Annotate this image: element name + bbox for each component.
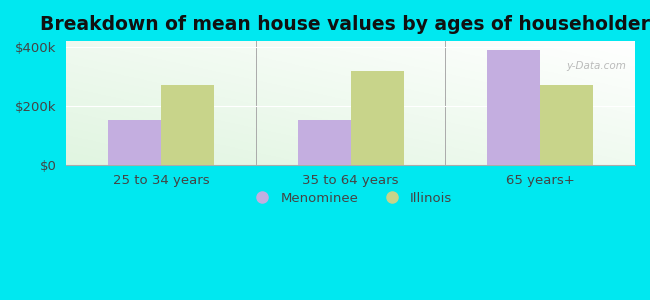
Bar (298, 121, 350, 165)
Bar (487, 50, 540, 165)
Text: y-Data.com: y-Data.com (567, 61, 627, 71)
Bar (350, 70, 404, 165)
Legend: Menominee, Illinois: Menominee, Illinois (244, 186, 458, 210)
Bar (108, 121, 161, 165)
Title: Breakdown of mean house values by ages of householders: Breakdown of mean house values by ages o… (40, 15, 650, 34)
Bar (540, 85, 593, 165)
Bar (161, 85, 214, 165)
